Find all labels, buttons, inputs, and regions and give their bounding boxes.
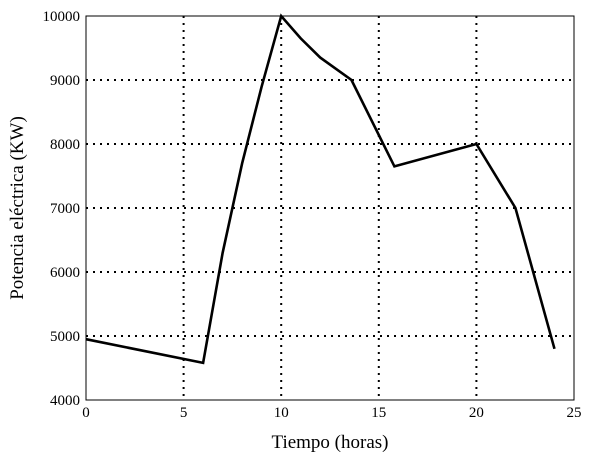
x-tick-label: 25 <box>567 405 582 421</box>
grid-lines <box>86 16 574 400</box>
y-tick-label: 10000 <box>43 9 81 25</box>
x-tick-label: 5 <box>180 405 188 421</box>
y-tick-label: 6000 <box>50 265 80 281</box>
y-tick-label: 9000 <box>50 73 80 89</box>
plot-frame <box>85 15 575 401</box>
x-axis-label: Tiempo (horas) <box>272 432 389 452</box>
y-tick-labels: 4000 5000 6000 7000 8000 9000 10000 <box>43 9 81 409</box>
x-tick-labels: 0 5 10 15 20 25 <box>82 405 581 421</box>
y-tick-label: 8000 <box>50 137 80 153</box>
y-tick-label: 7000 <box>50 201 80 217</box>
y-tick-label: 5000 <box>50 329 80 345</box>
series-line <box>85 13 556 365</box>
series-group <box>85 13 556 365</box>
y-axis-label: Potencia eléctrica (KW) <box>7 116 28 300</box>
x-tick-label: 15 <box>371 405 386 421</box>
x-tick-label: 20 <box>469 405 484 421</box>
x-tick-label: 0 <box>82 405 90 421</box>
x-tick-label: 10 <box>274 405 289 421</box>
y-tick-label: 4000 <box>50 393 80 409</box>
